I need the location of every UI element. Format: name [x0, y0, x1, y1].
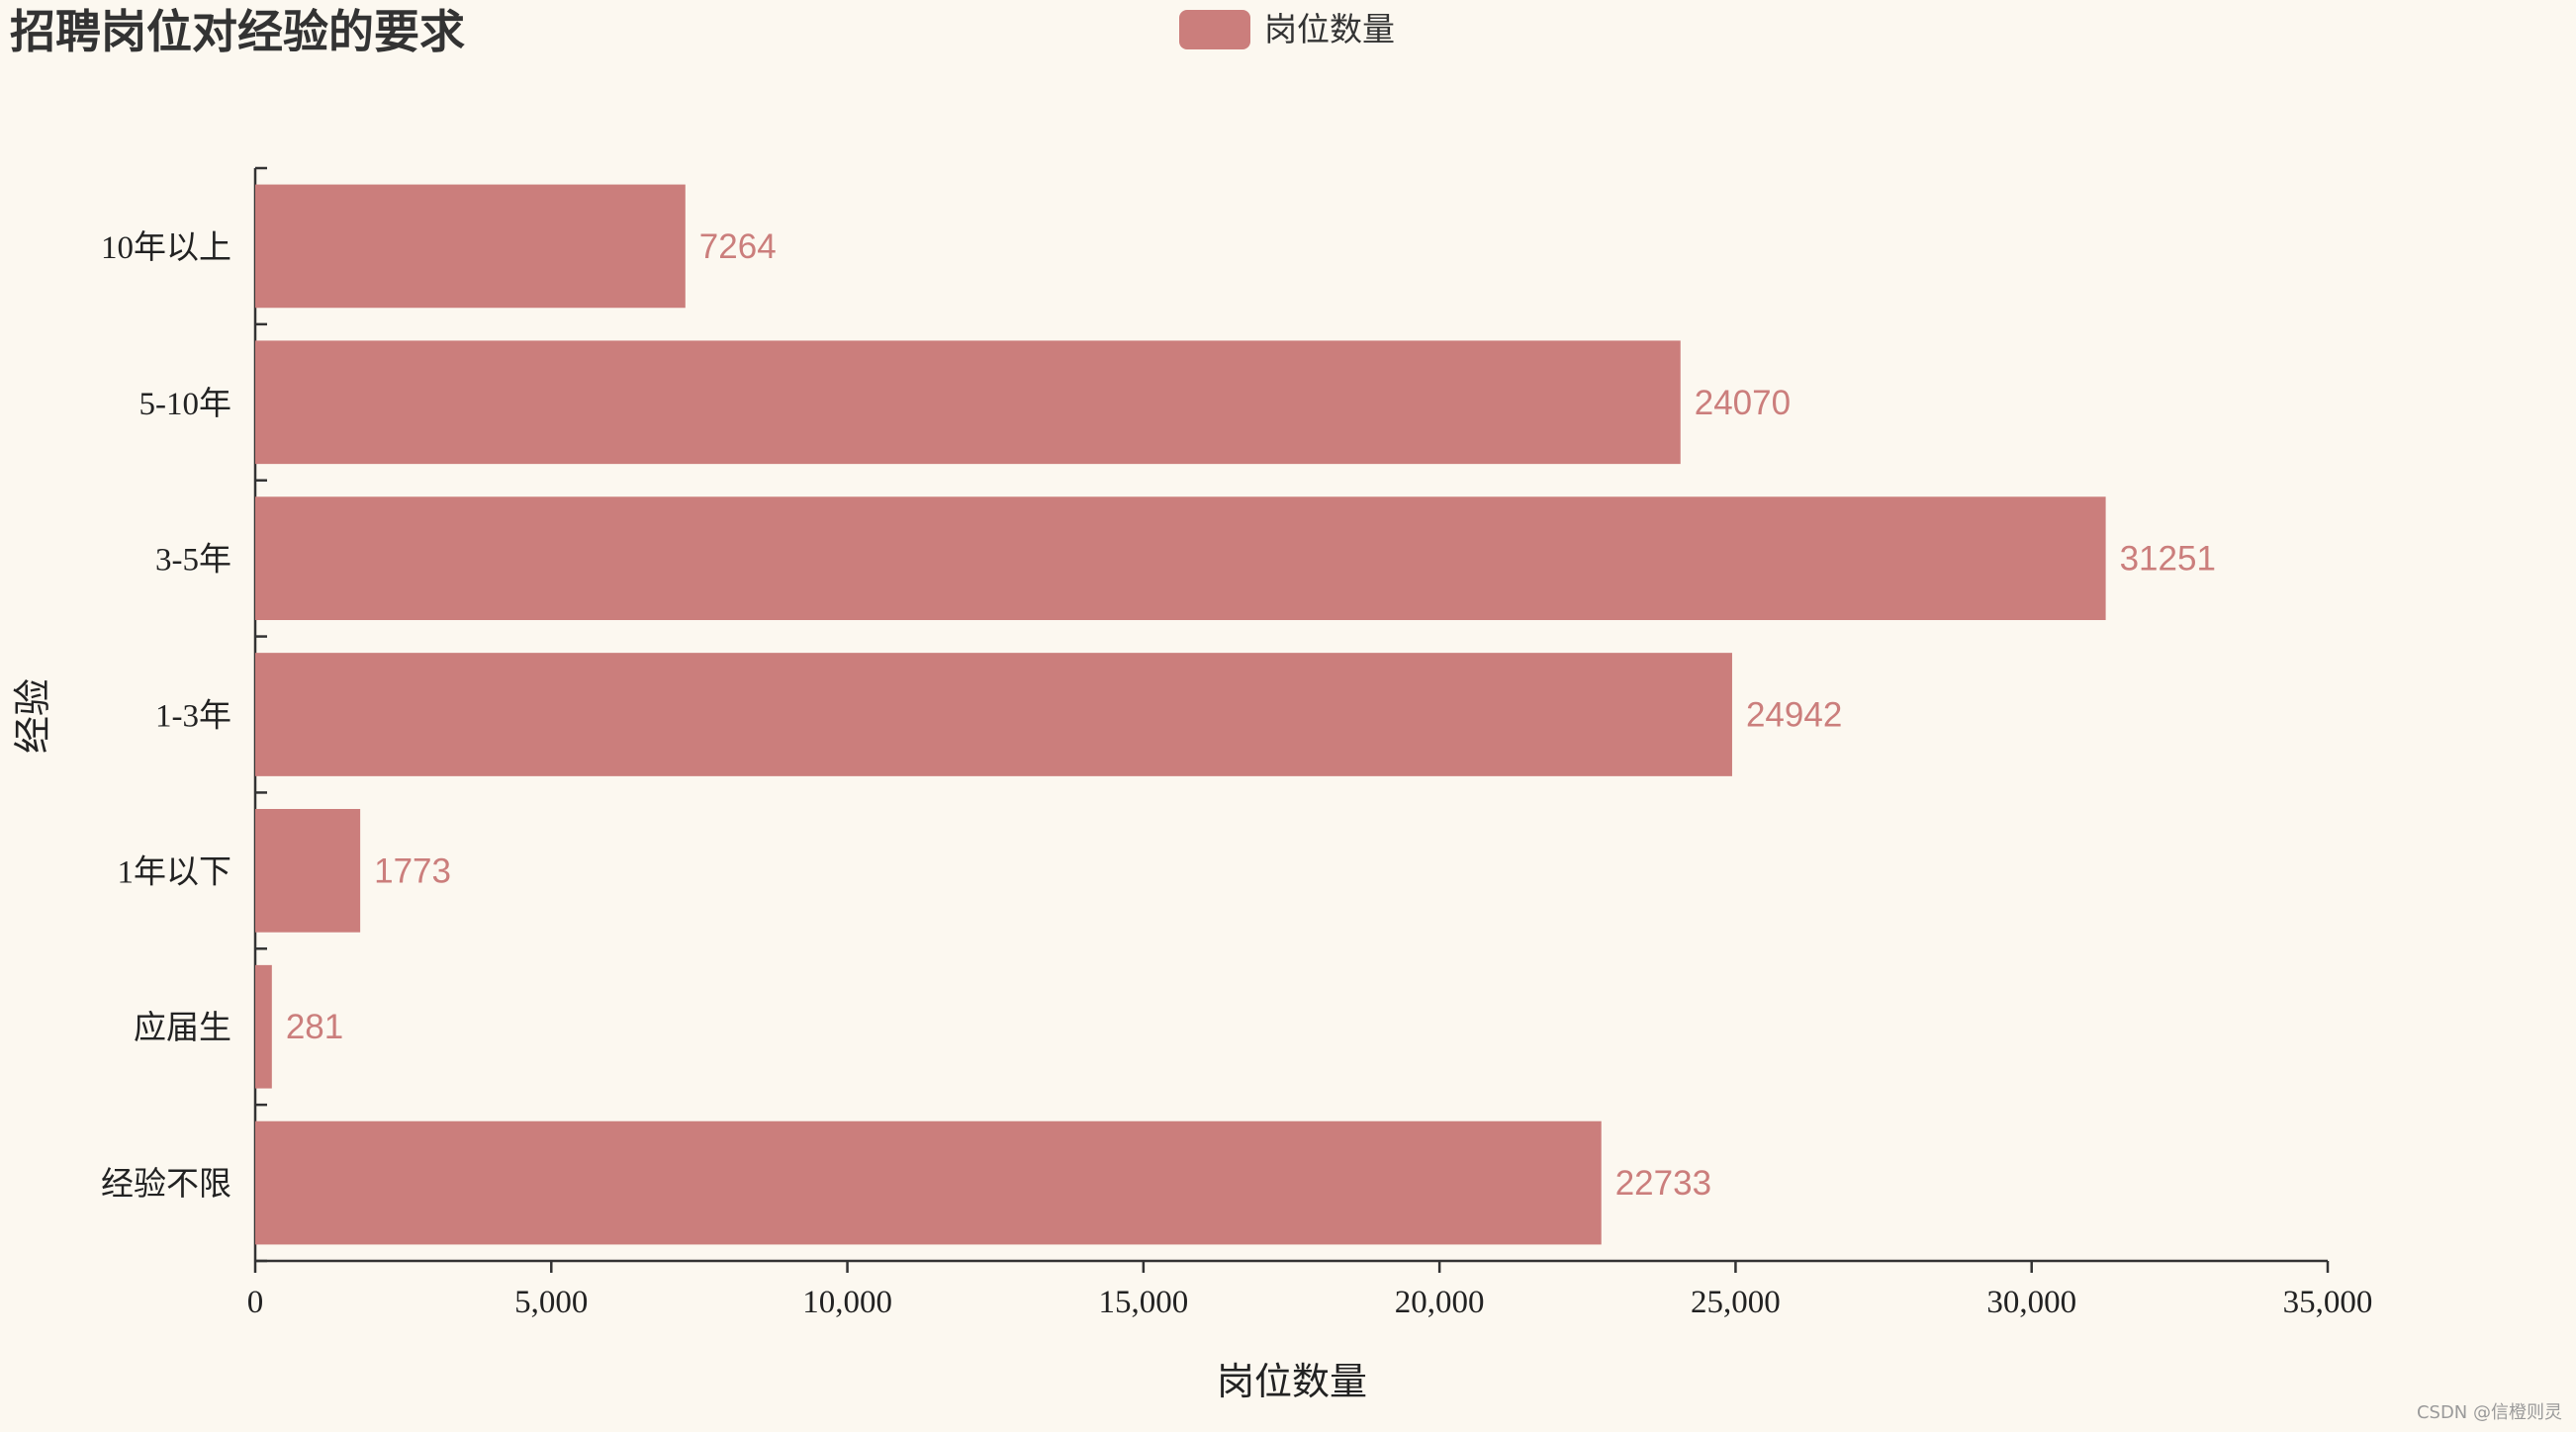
- bar-value-label: 281: [286, 1008, 343, 1046]
- bar: [255, 809, 361, 933]
- bar-value-label: 22733: [1615, 1164, 1711, 1203]
- category-label: 1年以下: [118, 853, 232, 890]
- bar: [255, 653, 1732, 776]
- legend-swatch: [1179, 10, 1250, 49]
- bar-value-label: 1773: [374, 851, 451, 890]
- bar: [255, 964, 272, 1089]
- x-tick-label: 5,000: [514, 1285, 588, 1320]
- bar: [255, 184, 686, 309]
- legend[interactable]: 岗位数量: [1179, 10, 1395, 49]
- x-tick-label: 0: [247, 1285, 264, 1320]
- category-label: 3-5年: [155, 542, 231, 579]
- bar-value-label: 31251: [2120, 540, 2216, 579]
- category-label: 应届生: [134, 1010, 231, 1046]
- bar: [255, 496, 2106, 620]
- watermark: CSDN @信橙则灵: [2417, 1402, 2562, 1423]
- bar-value-label: 7264: [699, 227, 777, 266]
- y-axis-title: 经验: [11, 678, 54, 754]
- x-tick-label: 20,000: [1395, 1285, 1485, 1320]
- bar: [255, 1120, 1602, 1245]
- x-axis-title: 岗位数量: [1217, 1360, 1367, 1403]
- category-label: 1-3年: [155, 698, 231, 735]
- x-tick-label: 10,000: [802, 1285, 892, 1320]
- chart-title: 招聘岗位对经验的要求: [10, 5, 465, 58]
- x-tick-label: 35,000: [2283, 1285, 2373, 1320]
- x-tick-label: 25,000: [1691, 1285, 1781, 1320]
- category-label: 经验不限: [101, 1166, 231, 1203]
- bar: [255, 340, 1681, 465]
- plot-area: 0 5,000 10,000 15,000 20,000 25,000 30,000 35,0…: [101, 166, 2373, 1320]
- legend-label: 岗位数量: [1264, 10, 1395, 48]
- category-label: 10年以上: [101, 229, 231, 266]
- x-tick-label: 15,000: [1098, 1285, 1188, 1320]
- category-label: 5-10年: [139, 386, 232, 422]
- x-tick-label: 30,000: [1986, 1285, 2076, 1320]
- bar-value-label: 24942: [1746, 696, 1842, 735]
- bar-value-label: 24070: [1695, 384, 1791, 422]
